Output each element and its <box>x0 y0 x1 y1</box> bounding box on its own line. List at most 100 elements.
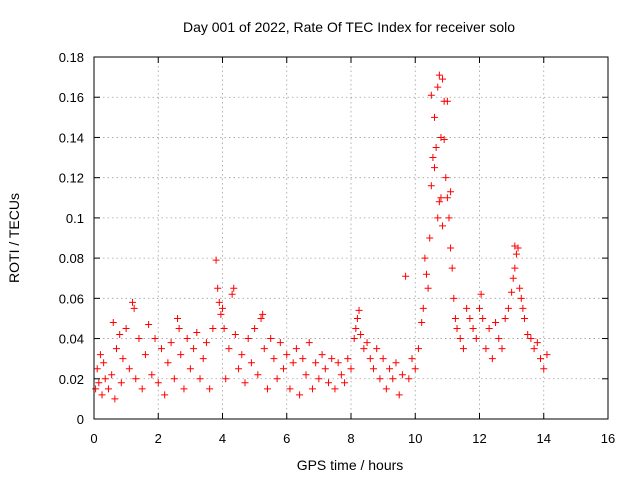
data-point <box>292 345 300 353</box>
data-point <box>427 91 435 99</box>
data-point <box>418 318 426 326</box>
data-point <box>527 335 535 343</box>
data-point <box>485 325 493 332</box>
data-point <box>247 359 255 367</box>
data-point <box>196 375 204 383</box>
data-point <box>350 335 358 343</box>
data-point <box>334 359 342 367</box>
data-point <box>352 325 360 332</box>
data-point <box>426 234 434 242</box>
x-axis-label: GPS time / hours <box>297 457 404 473</box>
data-point <box>122 325 130 332</box>
x-tick-label: 10 <box>408 431 422 446</box>
data-point <box>476 304 483 312</box>
data-point <box>212 256 220 264</box>
y-axis-label: ROTI / TECUs <box>6 193 22 283</box>
data-point <box>504 304 512 312</box>
data-point <box>321 365 329 373</box>
data-point <box>273 375 281 383</box>
data-point <box>337 371 345 379</box>
data-point <box>328 355 336 363</box>
data-point <box>386 365 394 373</box>
data-point <box>164 359 172 367</box>
data-point <box>443 97 451 105</box>
data-point <box>469 325 477 332</box>
data-point <box>238 351 246 359</box>
data-point <box>259 310 267 318</box>
data-point <box>130 304 138 312</box>
data-point <box>251 325 259 332</box>
data-point <box>373 345 381 353</box>
data-point <box>439 222 447 230</box>
data-point <box>431 113 439 121</box>
data-point <box>514 244 522 252</box>
data-point <box>280 365 288 373</box>
data-point <box>456 335 464 343</box>
x-tick-label: 8 <box>347 431 354 446</box>
data-point <box>167 339 175 347</box>
data-point <box>286 385 294 393</box>
data-point <box>379 355 387 363</box>
y-tick-label: 0.18 <box>59 50 84 65</box>
y-tick-label: 0.04 <box>59 332 84 347</box>
data-point <box>498 345 506 353</box>
data-point <box>451 314 459 322</box>
data-point <box>445 214 453 222</box>
data-point <box>429 154 437 162</box>
data-point <box>543 351 551 359</box>
data-point <box>93 365 101 373</box>
data-point <box>220 325 228 332</box>
data-point <box>186 365 194 373</box>
y-tick-label: 0.1 <box>66 211 84 226</box>
data-point <box>392 359 400 367</box>
data-point <box>344 355 352 363</box>
data-point <box>151 335 159 343</box>
data-point <box>421 254 429 262</box>
data-point <box>241 379 249 387</box>
data-point <box>382 385 390 393</box>
data-point <box>170 375 178 383</box>
data-point <box>530 345 538 353</box>
data-point <box>117 379 125 387</box>
data-point <box>435 198 443 206</box>
data-point <box>157 345 165 353</box>
data-point <box>431 164 439 172</box>
data-point <box>302 371 310 379</box>
data-point <box>477 290 485 298</box>
data-point <box>347 365 355 373</box>
data-point <box>398 371 406 379</box>
data-point <box>427 182 435 190</box>
data-point <box>305 339 313 347</box>
data-point <box>450 294 458 302</box>
data-point <box>214 284 222 292</box>
data-point <box>466 314 474 322</box>
data-point <box>516 284 524 292</box>
data-point <box>508 288 516 296</box>
data-point <box>524 331 532 339</box>
data-point <box>98 391 106 399</box>
data-point <box>447 244 455 252</box>
data-point <box>540 365 548 373</box>
data-point <box>289 359 297 367</box>
grid <box>94 57 608 419</box>
data-point <box>411 365 419 373</box>
data-point <box>511 264 519 272</box>
data-point <box>366 355 374 363</box>
data-point <box>512 250 520 258</box>
data-point <box>217 310 225 318</box>
data-point <box>408 355 416 363</box>
data-point <box>296 391 304 399</box>
x-tick-label: 14 <box>537 431 551 446</box>
data-point <box>447 188 455 196</box>
data-point <box>434 83 442 91</box>
data-point <box>488 355 496 363</box>
data-point <box>299 355 307 363</box>
data-point <box>222 375 230 383</box>
data-point <box>448 264 456 272</box>
data-point <box>405 375 413 383</box>
data-point <box>132 375 140 383</box>
data-point <box>154 379 162 387</box>
data-point <box>517 294 525 302</box>
data-point <box>276 339 284 347</box>
